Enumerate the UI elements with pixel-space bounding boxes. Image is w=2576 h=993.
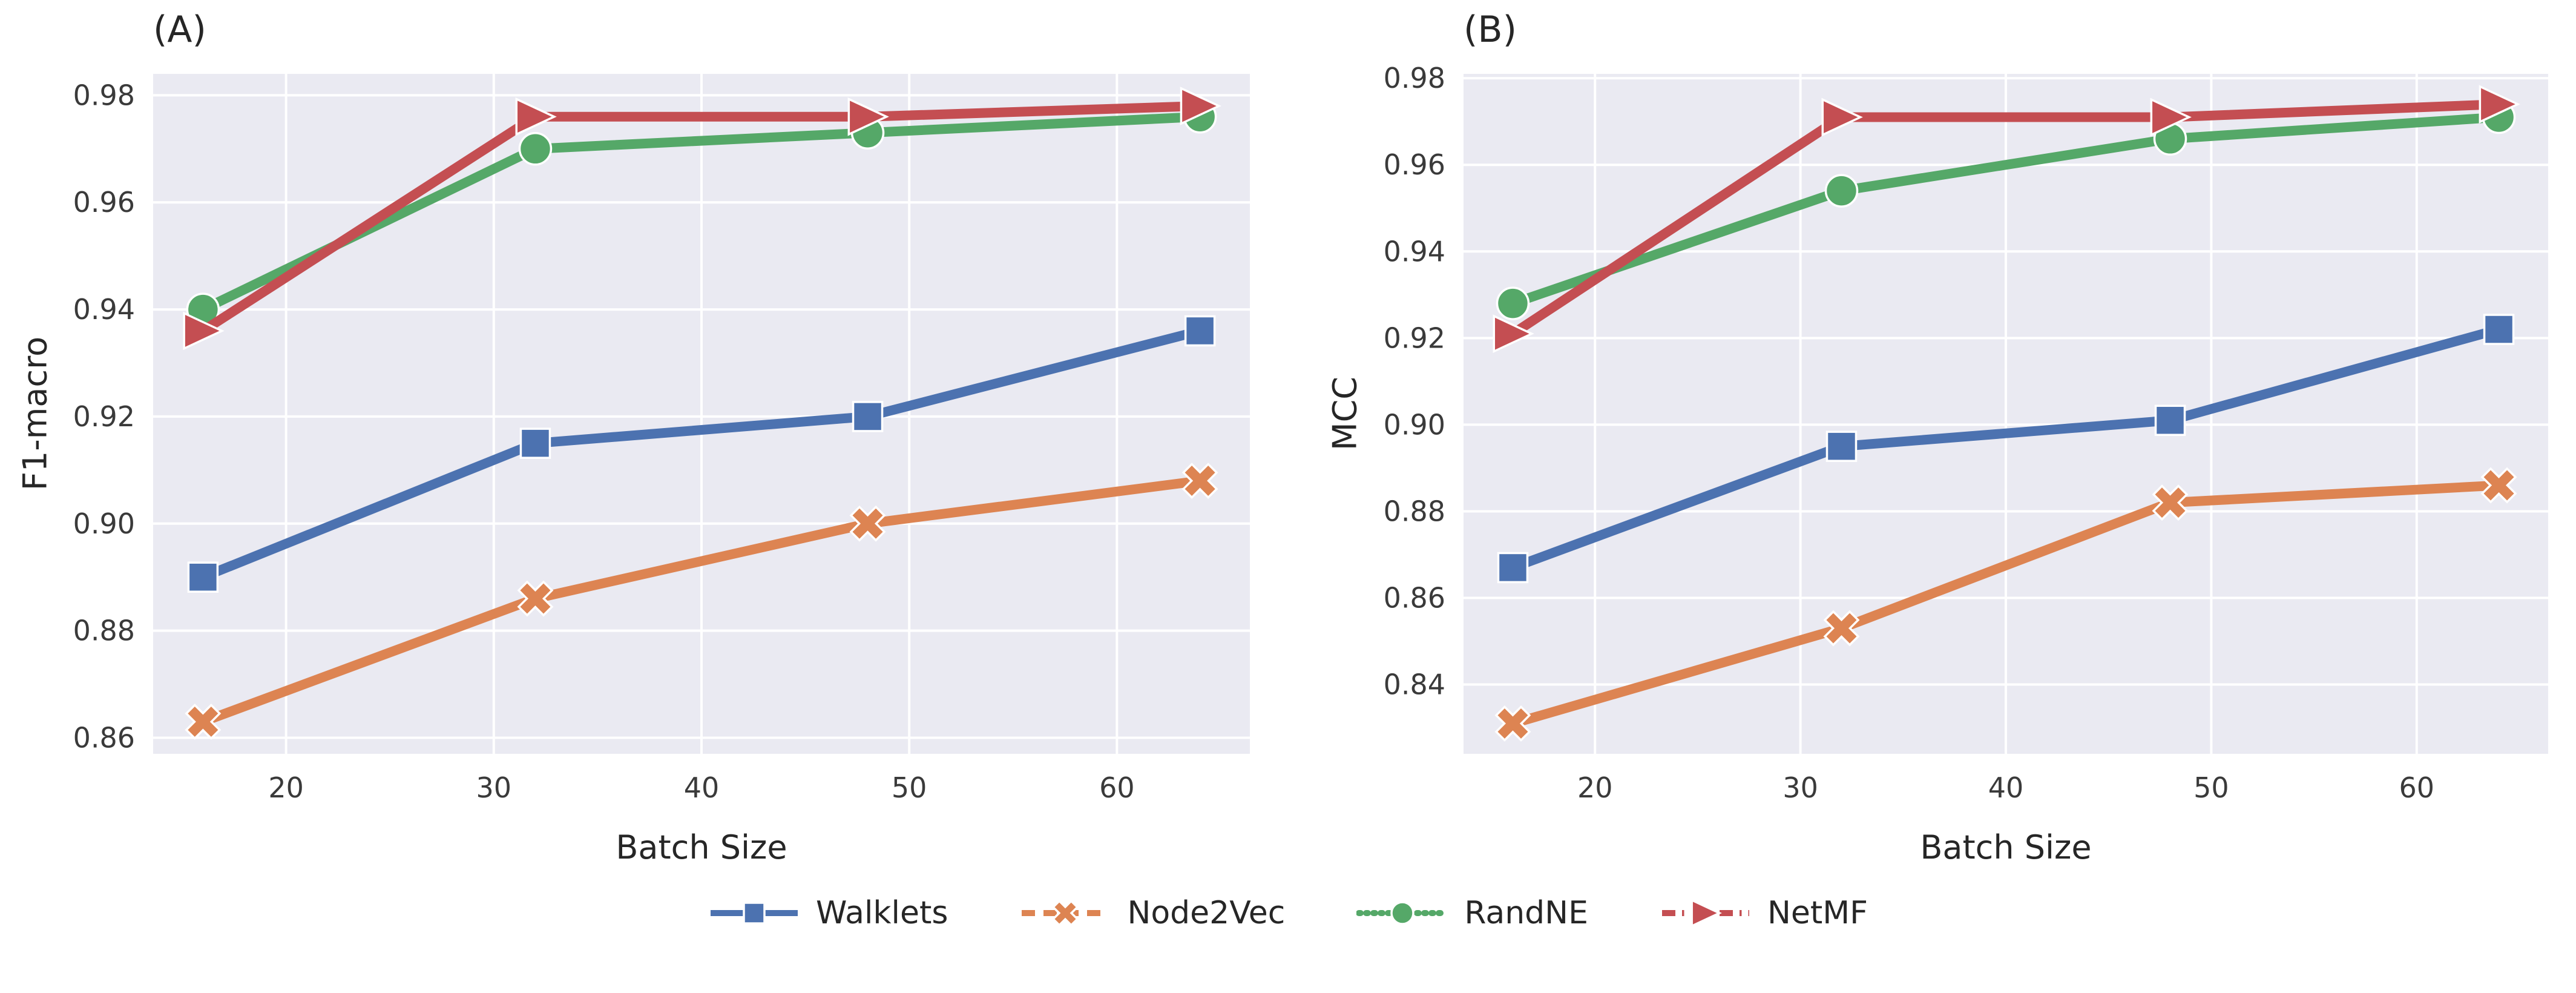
series-line — [1508, 112, 2504, 309]
panel-a-x-tick-labels: 20 30 40 50 60 — [268, 771, 1134, 804]
legend-item-netmf: NetMF — [1660, 895, 1868, 931]
x-tick-label: 50 — [2193, 771, 2229, 804]
panel-a-y-axis-label: F1-macro — [16, 336, 54, 491]
y-tick-label: 0.88 — [73, 615, 135, 647]
panel-b-series-node2vec — [1494, 467, 2517, 742]
legend-label: Walklets — [816, 895, 948, 931]
series-line — [1508, 99, 2504, 339]
panel-b-y-axis-label: MCC — [1326, 376, 1364, 451]
randne-line-marker-icon — [1356, 901, 1449, 925]
panel-b-y-tick-labels: 0.84 0.86 0.88 0.90 0.92 0.94 0.96 0.98 — [1384, 62, 1445, 701]
netmf-line-marker-icon — [1661, 898, 1749, 928]
panel-a-series-walklets — [187, 315, 1216, 593]
series-line — [198, 101, 1205, 336]
y-tick-label: 0.90 — [73, 507, 135, 540]
y-tick-label: 0.86 — [73, 721, 135, 754]
panel-b-series-netmf — [1493, 85, 2520, 354]
y-tick-label: 0.84 — [1384, 668, 1445, 701]
legend-item-randne: RandNE — [1356, 895, 1588, 931]
y-tick-label: 0.94 — [73, 293, 135, 326]
panel-b-title: (B) — [1464, 8, 1517, 51]
legend-item-walklets: Walklets — [708, 895, 948, 931]
y-tick-label: 0.98 — [1384, 62, 1445, 94]
legend-item-node2vec: Node2Vec — [1019, 895, 1285, 931]
panel-a-axes: 0.86 0.88 0.90 0.92 0.94 0.96 0.98 20 30 40 50 60 — [73, 74, 1250, 804]
panel-a-series-netmf — [183, 87, 1221, 351]
x-tick-label: 20 — [1577, 771, 1613, 804]
y-tick-label: 0.96 — [73, 186, 135, 219]
legend-label: NetMF — [1767, 895, 1868, 931]
panel-a-y-tick-labels: 0.86 0.88 0.90 0.92 0.94 0.96 0.98 — [73, 79, 135, 754]
y-tick-label: 0.92 — [1384, 322, 1445, 354]
y-tick-label: 0.92 — [73, 400, 135, 433]
series-line — [1508, 480, 2504, 728]
x-tick-label: 30 — [476, 771, 512, 804]
x-tick-label: 50 — [892, 771, 927, 804]
y-tick-label: 0.88 — [1384, 495, 1445, 527]
series-line — [1508, 325, 2504, 573]
walklets-line-marker-icon — [711, 902, 798, 925]
y-tick-label: 0.90 — [1384, 408, 1445, 441]
gridlines — [1464, 74, 2548, 754]
y-tick-label: 0.86 — [1384, 581, 1445, 614]
legend: Walklets Node2Vec RandNE NetMF — [0, 895, 2576, 931]
series-line — [198, 326, 1205, 582]
y-tick-label: 0.94 — [1384, 235, 1445, 268]
legend-label: RandNE — [1464, 895, 1588, 931]
panel-a-series-node2vec — [185, 463, 1218, 740]
panel-a-title: (A) — [153, 8, 206, 51]
y-tick-label: 0.98 — [73, 79, 135, 111]
x-tick-label: 20 — [268, 771, 304, 804]
node2vec-line-marker-icon — [1022, 899, 1109, 927]
x-tick-label: 60 — [1099, 771, 1135, 804]
y-tick-label: 0.96 — [1384, 148, 1445, 181]
x-tick-label: 30 — [1782, 771, 1818, 804]
panel-b-x-axis-label: Batch Size — [1920, 828, 2092, 866]
panel-b-axes: 0.84 0.86 0.88 0.90 0.92 0.94 0.96 0.98 20 30 40 50… — [1384, 62, 2548, 804]
x-tick-label: 40 — [684, 771, 720, 804]
x-tick-label: 40 — [1988, 771, 2024, 804]
panel-a-x-axis-label: Batch Size — [616, 828, 787, 866]
series-line — [198, 476, 1205, 727]
panel-b-x-tick-labels: 20 30 40 50 60 — [1577, 771, 2434, 804]
legend-label: Node2Vec — [1127, 895, 1286, 931]
panel-b-series-walklets — [1497, 314, 2515, 584]
x-tick-label: 60 — [2399, 771, 2435, 804]
